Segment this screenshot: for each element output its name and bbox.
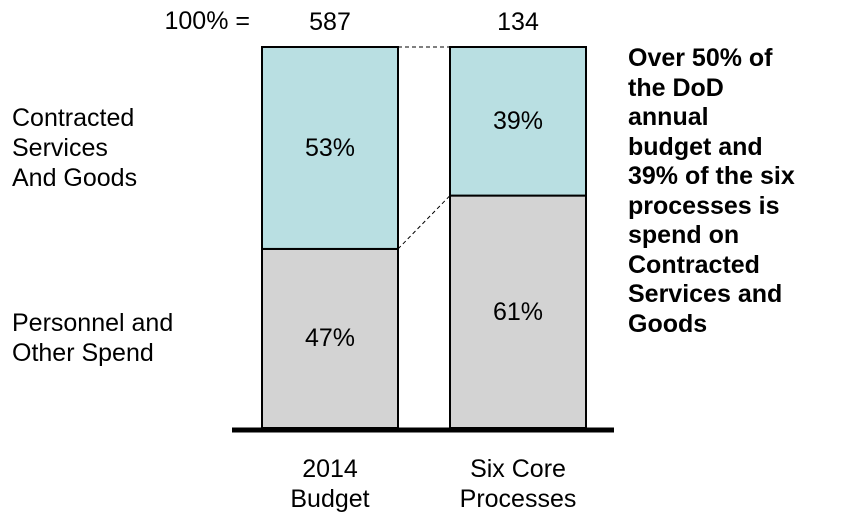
total-label: 100% = [164,7,251,35]
series-label: Contracted Services And Goods [12,103,138,192]
value-label: 47% [304,324,356,353]
annotation: Over 50% of the DoD annual budget and 39… [628,44,795,338]
x-tick-label: Six Core Processes [459,455,577,513]
total: 134 [497,8,539,36]
connector [397,195,451,250]
series-label: Personnel and Other Spend [12,309,174,368]
value-label: 53% [304,133,356,162]
bar-segment [261,247,399,429]
bar-segment [261,46,399,250]
bar-segment [449,46,587,197]
total: 587 [309,8,351,36]
x-tick-label: 2014 Budget [290,455,370,513]
value-label: 61% [492,297,544,326]
value-label: 39% [492,107,544,136]
